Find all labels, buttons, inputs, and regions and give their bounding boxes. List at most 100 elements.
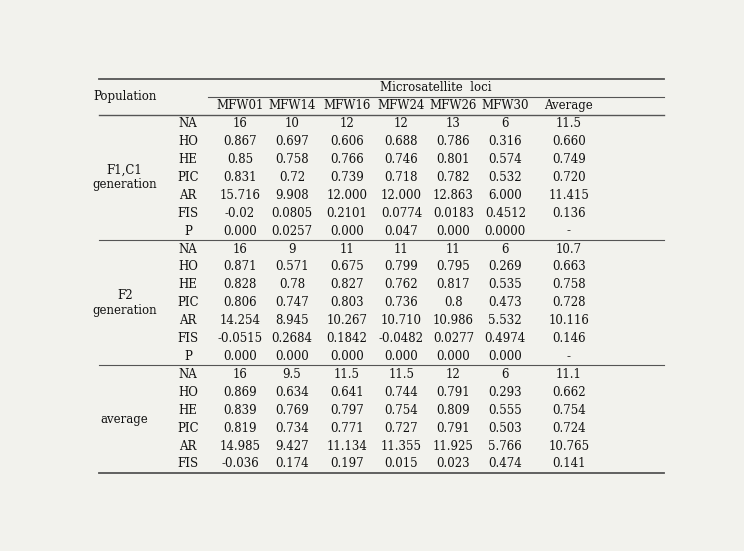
Text: 0.762: 0.762 — [385, 278, 418, 291]
Text: 5.766: 5.766 — [488, 440, 522, 452]
Text: FIS: FIS — [178, 457, 199, 471]
Text: 0.736: 0.736 — [385, 296, 418, 309]
Text: 0.78: 0.78 — [279, 278, 305, 291]
Text: Microsatellite  loci: Microsatellite loci — [380, 82, 492, 94]
Text: 0.867: 0.867 — [223, 135, 257, 148]
Text: 6.000: 6.000 — [488, 189, 522, 202]
Text: 0.0277: 0.0277 — [433, 332, 474, 345]
Text: 15.716: 15.716 — [219, 189, 260, 202]
Text: 0.724: 0.724 — [552, 422, 586, 435]
Text: -0.0515: -0.0515 — [217, 332, 263, 345]
Text: 0.799: 0.799 — [385, 261, 418, 273]
Text: NA: NA — [179, 242, 197, 256]
Text: 0.754: 0.754 — [385, 404, 418, 417]
Text: 0.0183: 0.0183 — [433, 207, 474, 220]
Text: 0.806: 0.806 — [223, 296, 257, 309]
Text: 0.786: 0.786 — [437, 135, 470, 148]
Text: 12: 12 — [446, 368, 461, 381]
Text: MFW26: MFW26 — [430, 99, 477, 112]
Text: 0.747: 0.747 — [275, 296, 309, 309]
Text: 0.000: 0.000 — [437, 350, 470, 363]
Text: 0.000: 0.000 — [437, 225, 470, 237]
Text: 10.765: 10.765 — [548, 440, 589, 452]
Text: 0.000: 0.000 — [330, 225, 364, 237]
Text: -: - — [567, 225, 571, 237]
Text: 9: 9 — [288, 242, 295, 256]
Text: -0.0482: -0.0482 — [379, 332, 424, 345]
Text: 0.758: 0.758 — [275, 153, 309, 166]
Text: 16: 16 — [233, 368, 248, 381]
Text: 0.727: 0.727 — [385, 422, 418, 435]
Text: average: average — [101, 413, 149, 426]
Text: 10.710: 10.710 — [381, 314, 422, 327]
Text: 6: 6 — [501, 117, 509, 130]
Text: 0.000: 0.000 — [223, 350, 257, 363]
Text: 0.869: 0.869 — [223, 386, 257, 399]
Text: HO: HO — [179, 261, 198, 273]
Text: 0.801: 0.801 — [437, 153, 470, 166]
Text: 0.1842: 0.1842 — [327, 332, 367, 345]
Text: P: P — [185, 225, 192, 237]
Text: 0.744: 0.744 — [385, 386, 418, 399]
Text: 11.5: 11.5 — [334, 368, 359, 381]
Text: 0.0257: 0.0257 — [272, 225, 312, 237]
Text: 0.174: 0.174 — [275, 457, 309, 471]
Text: 13: 13 — [446, 117, 461, 130]
Text: 0.197: 0.197 — [330, 457, 364, 471]
Text: 9.908: 9.908 — [275, 189, 309, 202]
Text: 6: 6 — [501, 242, 509, 256]
Text: 0.771: 0.771 — [330, 422, 364, 435]
Text: 12.863: 12.863 — [433, 189, 474, 202]
Text: 0.269: 0.269 — [489, 261, 522, 273]
Text: 11.134: 11.134 — [327, 440, 367, 452]
Text: 0.0774: 0.0774 — [381, 207, 422, 220]
Text: AR: AR — [179, 314, 197, 327]
Text: 0.754: 0.754 — [552, 404, 586, 417]
Text: 0.473: 0.473 — [488, 296, 522, 309]
Text: 0.871: 0.871 — [223, 261, 257, 273]
Text: NA: NA — [179, 117, 197, 130]
Text: 0.766: 0.766 — [330, 153, 364, 166]
Text: 9.427: 9.427 — [275, 440, 309, 452]
Text: 0.000: 0.000 — [488, 350, 522, 363]
Text: 10.267: 10.267 — [326, 314, 368, 327]
Text: 0.791: 0.791 — [437, 422, 470, 435]
Text: 0.641: 0.641 — [330, 386, 364, 399]
Text: 0.023: 0.023 — [437, 457, 470, 471]
Text: 0.795: 0.795 — [437, 261, 470, 273]
Text: 0.803: 0.803 — [330, 296, 364, 309]
Text: HE: HE — [179, 278, 198, 291]
Text: F2
generation: F2 generation — [92, 289, 157, 317]
Text: 0.718: 0.718 — [385, 171, 418, 184]
Text: 0.697: 0.697 — [275, 135, 309, 148]
Text: 0.728: 0.728 — [552, 296, 586, 309]
Text: Average: Average — [545, 99, 593, 112]
Text: HE: HE — [179, 404, 198, 417]
Text: 0.827: 0.827 — [330, 278, 364, 291]
Text: 0.141: 0.141 — [552, 457, 586, 471]
Text: 0.532: 0.532 — [489, 171, 522, 184]
Text: FIS: FIS — [178, 207, 199, 220]
Text: 0.047: 0.047 — [385, 225, 418, 237]
Text: 0.809: 0.809 — [437, 404, 470, 417]
Text: FIS: FIS — [178, 332, 199, 345]
Text: 0.606: 0.606 — [330, 135, 364, 148]
Text: 10.986: 10.986 — [433, 314, 474, 327]
Text: 0.831: 0.831 — [223, 171, 257, 184]
Text: 11.1: 11.1 — [556, 368, 582, 381]
Text: MFW01: MFW01 — [217, 99, 263, 112]
Text: 11: 11 — [446, 242, 461, 256]
Text: 16: 16 — [233, 117, 248, 130]
Text: HE: HE — [179, 153, 198, 166]
Text: MFW30: MFW30 — [481, 99, 529, 112]
Text: 0.769: 0.769 — [275, 404, 309, 417]
Text: Population: Population — [93, 90, 156, 103]
Text: 0.316: 0.316 — [489, 135, 522, 148]
Text: 10.7: 10.7 — [556, 242, 582, 256]
Text: AR: AR — [179, 189, 197, 202]
Text: 0.749: 0.749 — [552, 153, 586, 166]
Text: 10: 10 — [284, 117, 299, 130]
Text: 0.828: 0.828 — [223, 278, 257, 291]
Text: 0.819: 0.819 — [223, 422, 257, 435]
Text: HO: HO — [179, 135, 198, 148]
